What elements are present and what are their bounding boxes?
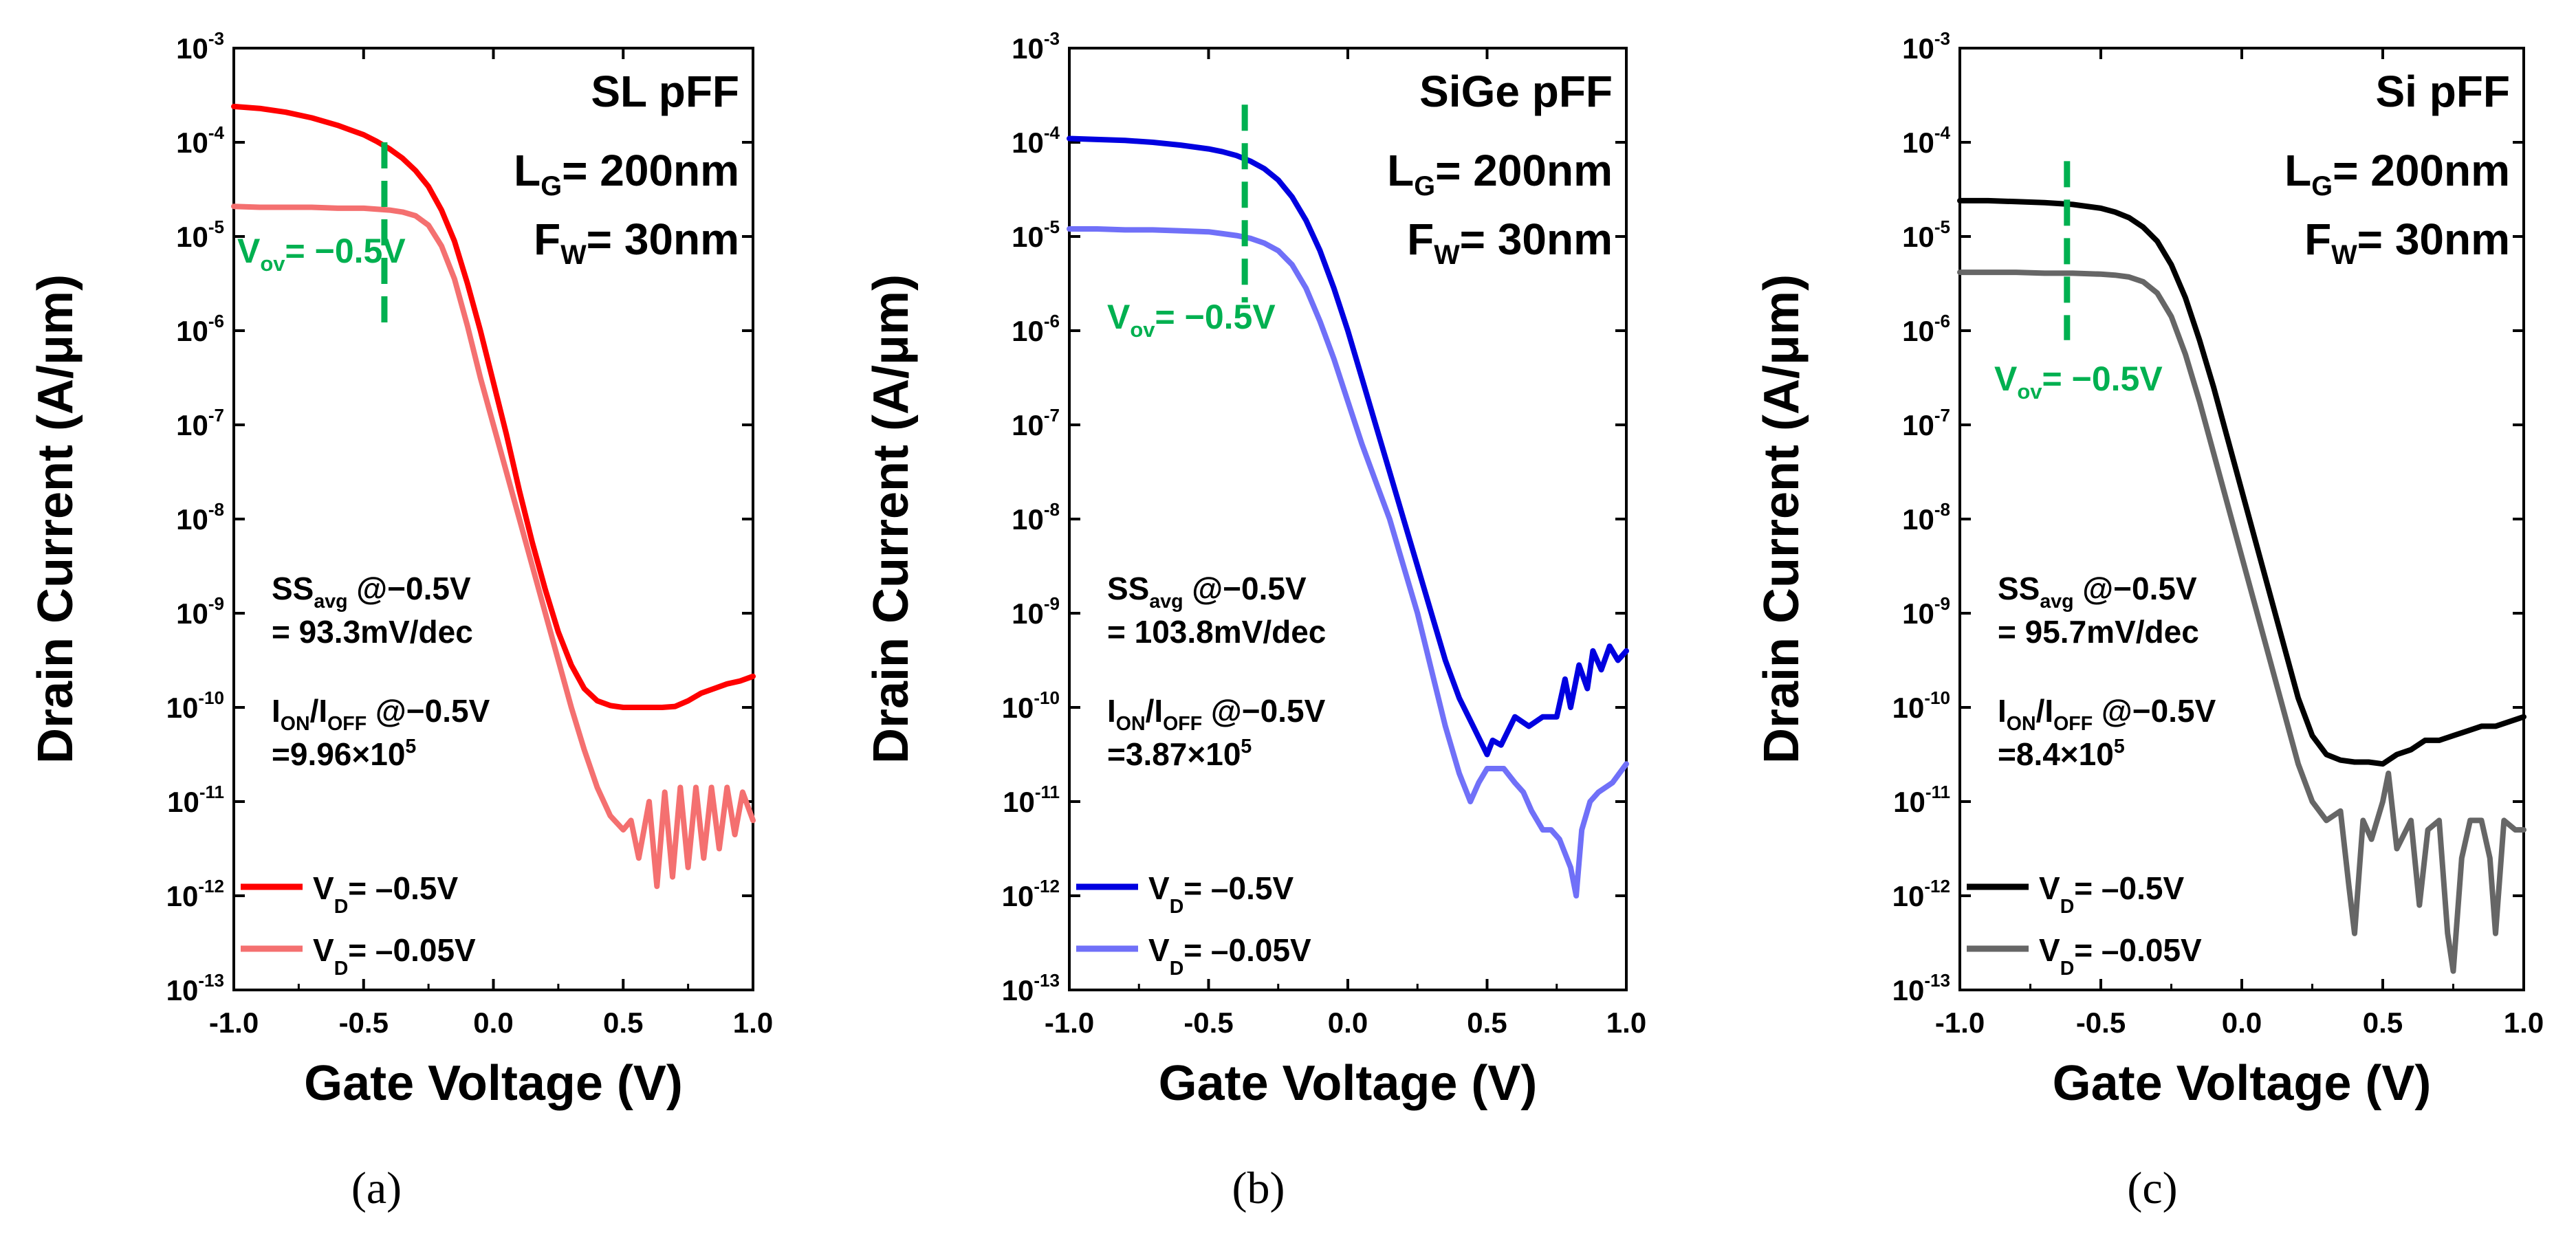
x-tick-label: -0.5 — [339, 1006, 389, 1039]
legend-label-1: VD= –0.5V — [2039, 870, 2184, 918]
chart-panel-3: 10-3 10-4 10-5 10-6 10-7 10-8 10-9 10-10 10-11 10… — [1754, 28, 2544, 1213]
y-tick-label: 10-6 — [1902, 311, 1950, 347]
x-tick-label: 0.0 — [2222, 1006, 2262, 1039]
on-off-ratio-label: ION/IOFF @−0.5V — [1998, 693, 2216, 735]
y-tick-label: 10-11 — [167, 782, 224, 818]
x-tick-label: -0.5 — [2076, 1006, 2126, 1039]
y-tick-label: 10-8 — [1012, 499, 1060, 536]
y-axis-title: Drain Current (A/μm) — [28, 274, 83, 764]
device-title: SiGe pFF — [1419, 67, 1613, 116]
series-line-2 — [1067, 226, 1629, 899]
legend-label-1: VD= –0.5V — [1148, 870, 1294, 918]
y-tick-label: 10-11 — [1893, 782, 1950, 818]
y-tick-label: 10-6 — [1012, 311, 1060, 347]
fin-width-label: FW= 30nm — [534, 214, 739, 270]
legend-label-2: VD= –0.05V — [2039, 932, 2202, 980]
x-tick-label: 1.0 — [1606, 1006, 1646, 1039]
x-tick-label: -1.0 — [1935, 1006, 1985, 1039]
ss-value: = 95.7mV/dec — [1998, 614, 2199, 650]
y-tick-label: 10-6 — [176, 311, 224, 347]
fin-width-label: FW= 30nm — [1407, 214, 1613, 270]
fin-width-label: FW= 30nm — [2304, 214, 2510, 270]
x-tick-label: 0.5 — [603, 1006, 643, 1039]
panel-label: (c) — [2127, 1163, 2177, 1213]
on-off-ratio-value: =8.4×105 — [1998, 736, 2125, 772]
y-tick-label: 10-3 — [1902, 28, 1950, 65]
y-tick-label: 10-12 — [1892, 876, 1950, 912]
y-tick-label: 10-13 — [1892, 970, 1950, 1006]
y-tick-label: 10-4 — [1012, 122, 1060, 159]
vov-label: Vov= −0.5V — [237, 232, 406, 276]
ss-label: SSavg @−0.5V — [272, 571, 471, 613]
y-axis-title: Drain Current (A/μm) — [1754, 274, 1809, 764]
x-tick-label: 0.5 — [2363, 1006, 2403, 1039]
vov-label: Vov= −0.5V — [1994, 360, 2163, 404]
series-line-1 — [1957, 197, 2526, 767]
device-title: SL pFF — [591, 67, 739, 116]
y-tick-label: 10-11 — [1003, 782, 1060, 818]
x-tick-label: 1.0 — [2504, 1006, 2544, 1039]
gate-length-label: LG= 200nm — [2284, 146, 2510, 201]
y-tick-label: 10-5 — [1012, 217, 1060, 253]
y-tick-label: 10-10 — [1002, 687, 1060, 724]
panel-label: (b) — [1232, 1163, 1285, 1213]
y-tick-label: 10-3 — [176, 28, 224, 65]
y-axis-title: Drain Current (A/μm) — [864, 274, 919, 764]
x-tick-label: -1.0 — [209, 1006, 259, 1039]
x-tick-label: 0.0 — [1328, 1006, 1368, 1039]
gate-length-label: LG= 200nm — [1387, 146, 1613, 201]
ss-label: SSavg @−0.5V — [1998, 571, 2197, 613]
x-axis-title: Gate Voltage (V) — [304, 1056, 683, 1111]
x-tick-label: 1.0 — [733, 1006, 773, 1039]
panel-label: (a) — [351, 1163, 402, 1213]
x-tick-label: -1.0 — [1045, 1006, 1094, 1039]
x-tick-label: 0.0 — [473, 1006, 513, 1039]
chart-panel-2: 10-3 10-4 10-5 10-6 10-7 10-8 10-9 10-10 10-11 10… — [864, 28, 1646, 1213]
series-line-1 — [1067, 135, 1629, 758]
x-tick-label: -0.5 — [1183, 1006, 1233, 1039]
on-off-ratio-label: ION/IOFF @−0.5V — [272, 693, 490, 735]
y-tick-label: 10-13 — [1002, 970, 1060, 1006]
x-axis-title: Gate Voltage (V) — [1159, 1056, 1538, 1111]
on-off-ratio-label: ION/IOFF @−0.5V — [1107, 693, 1326, 735]
y-tick-label: 10-7 — [1012, 405, 1060, 441]
gate-length-label: LG= 200nm — [514, 146, 739, 201]
y-tick-label: 10-4 — [176, 122, 224, 159]
y-tick-label: 10-12 — [1002, 876, 1060, 912]
legend-label-2: VD= –0.05V — [313, 932, 476, 980]
y-tick-label: 10-4 — [1902, 122, 1950, 159]
y-tick-label: 10-5 — [1902, 217, 1950, 253]
y-tick-label: 10-7 — [1902, 405, 1950, 441]
y-tick-label: 10-8 — [176, 499, 224, 536]
ss-label: SSavg @−0.5V — [1107, 571, 1307, 613]
x-tick-label: 0.5 — [1467, 1006, 1507, 1039]
on-off-ratio-value: =9.96×105 — [272, 736, 416, 772]
legend-label-1: VD= –0.5V — [313, 870, 458, 918]
series-line-1 — [231, 103, 756, 710]
y-tick-label: 10-9 — [176, 593, 224, 630]
device-title: Si pFF — [2375, 67, 2510, 116]
series-line-2 — [1957, 269, 2526, 974]
y-tick-label: 10-10 — [1892, 687, 1950, 724]
y-tick-label: 10-5 — [176, 217, 224, 253]
x-axis-title: Gate Voltage (V) — [2053, 1056, 2432, 1111]
y-tick-label: 10-10 — [166, 687, 224, 724]
y-tick-label: 10-9 — [1902, 593, 1950, 630]
on-off-ratio-value: =3.87×105 — [1107, 736, 1252, 772]
y-tick-label: 10-8 — [1902, 499, 1950, 536]
y-tick-label: 10-12 — [166, 876, 224, 912]
series-line-2 — [231, 203, 756, 890]
y-tick-label: 10-9 — [1012, 593, 1060, 630]
vov-label: Vov= −0.5V — [1107, 298, 1276, 342]
y-tick-label: 10-7 — [176, 405, 224, 441]
ss-value: = 103.8mV/dec — [1107, 614, 1326, 650]
y-tick-label: 10-13 — [166, 970, 224, 1006]
chart-panel-1: 10-3 10-4 10-5 10-6 10-7 10-8 10-9 10-10 10-11 10… — [28, 28, 773, 1213]
ss-value: = 93.3mV/dec — [272, 614, 473, 650]
y-tick-label: 10-3 — [1012, 28, 1060, 65]
legend-label-2: VD= –0.05V — [1148, 932, 1311, 980]
